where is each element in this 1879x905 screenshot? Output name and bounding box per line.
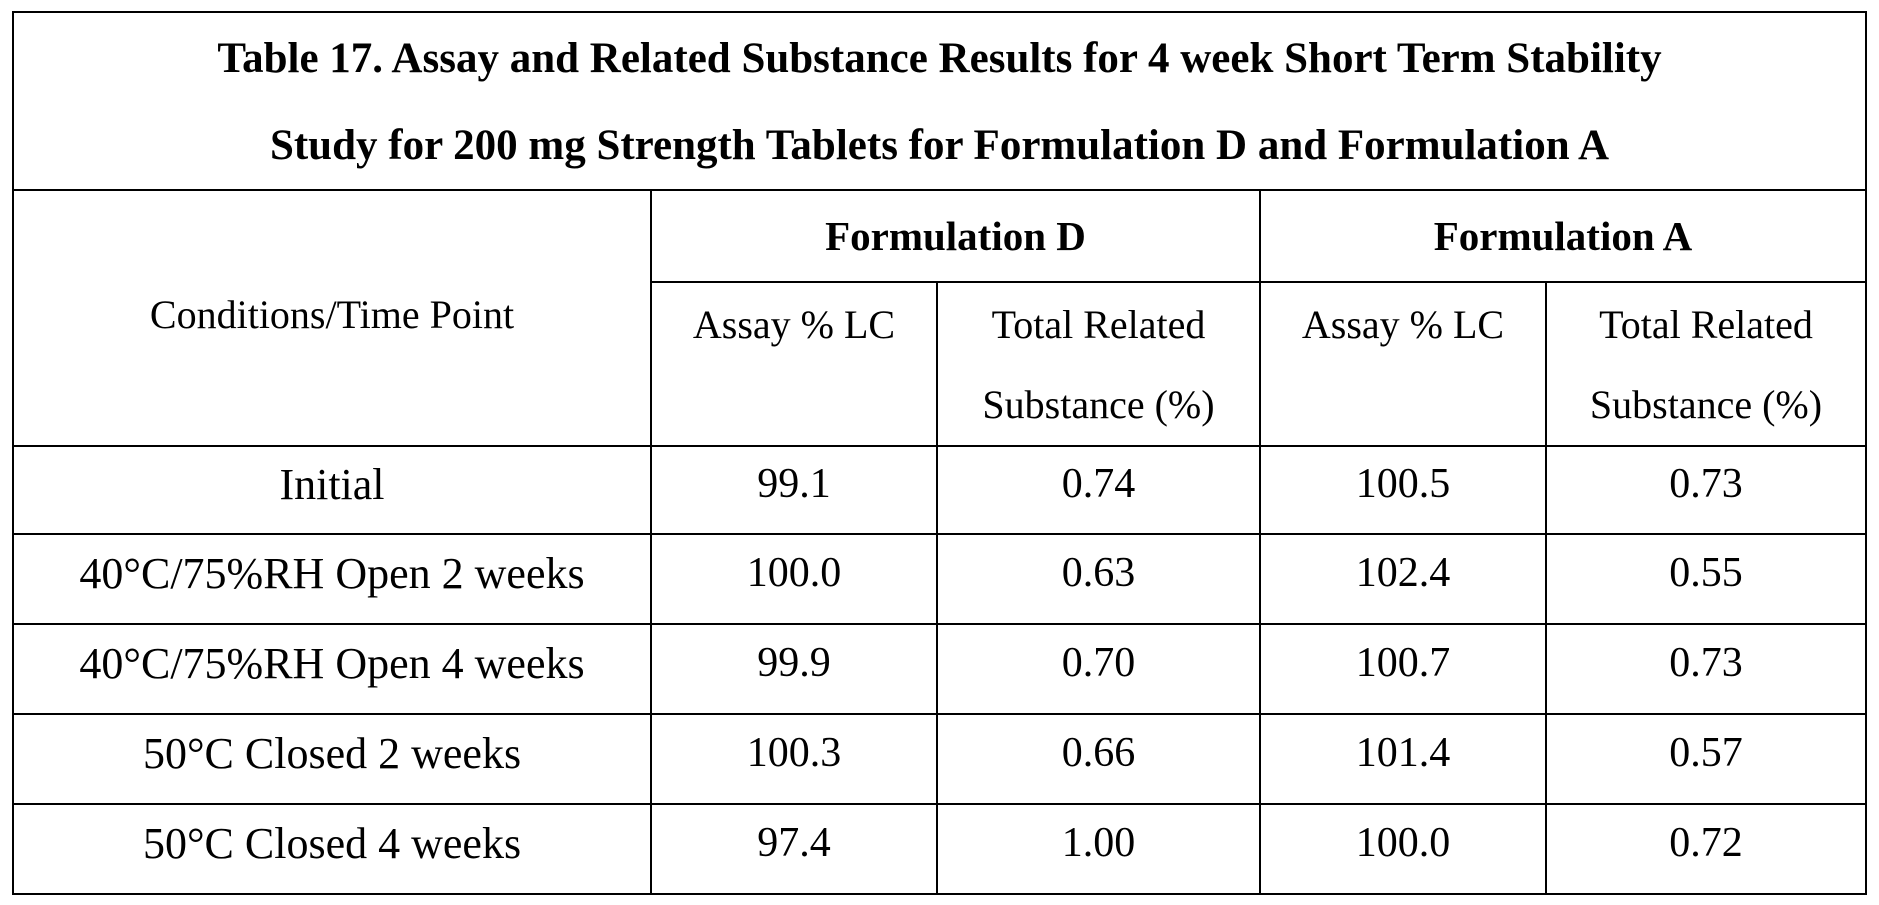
- condition-cell: 50°C Closed 4 weeks: [13, 804, 651, 894]
- d-related-cell: 0.63: [937, 534, 1260, 624]
- formulation-d-header: Formulation D: [651, 190, 1260, 282]
- d-related-cell: 0.70: [937, 624, 1260, 714]
- a-related-header: Total Related Substance (%): [1546, 282, 1866, 446]
- condition-cell: 40°C/75%RH Open 4 weeks: [13, 624, 651, 714]
- d-assay-cell: 97.4: [651, 804, 937, 894]
- a-related-cell: 0.55: [1546, 534, 1866, 624]
- a-related-cell: 0.73: [1546, 446, 1866, 534]
- a-assay-header: Assay % LC: [1260, 282, 1546, 446]
- condition-cell: Initial: [13, 446, 651, 534]
- d-assay-header: Assay % LC: [651, 282, 937, 446]
- table-title-line-2: Study for 200 mg Strength Tablets for Fo…: [14, 102, 1865, 189]
- a-assay-cell: 100.5: [1260, 446, 1546, 534]
- d-related-cell: 0.74: [937, 446, 1260, 534]
- a-assay-cell: 102.4: [1260, 534, 1546, 624]
- a-related-cell: 0.72: [1546, 804, 1866, 894]
- d-assay-cell: 99.1: [651, 446, 937, 534]
- stability-results-table: Table 17. Assay and Related Substance Re…: [12, 11, 1867, 895]
- a-related-cell: 0.73: [1546, 624, 1866, 714]
- a-assay-cell: 100.7: [1260, 624, 1546, 714]
- a-related-cell: 0.57: [1546, 714, 1866, 804]
- table-title: Table 17. Assay and Related Substance Re…: [13, 12, 1866, 190]
- table-row: 40°C/75%RH Open 4 weeks 99.9 0.70 100.7 …: [13, 624, 1866, 714]
- d-related-cell: 1.00: [937, 804, 1260, 894]
- a-assay-cell: 100.0: [1260, 804, 1546, 894]
- table-title-row: Table 17. Assay and Related Substance Re…: [13, 12, 1866, 190]
- group-header-row: Conditions/Time Point Formulation D Form…: [13, 190, 1866, 282]
- d-assay-cell: 99.9: [651, 624, 937, 714]
- table-title-line-1: Table 17. Assay and Related Substance Re…: [14, 15, 1865, 102]
- d-related-header: Total Related Substance (%): [937, 282, 1260, 446]
- conditions-column-header: Conditions/Time Point: [13, 190, 651, 446]
- table-row: 50°C Closed 4 weeks 97.4 1.00 100.0 0.72: [13, 804, 1866, 894]
- d-related-cell: 0.66: [937, 714, 1260, 804]
- a-assay-cell: 101.4: [1260, 714, 1546, 804]
- condition-cell: 40°C/75%RH Open 2 weeks: [13, 534, 651, 624]
- table-row: Initial 99.1 0.74 100.5 0.73: [13, 446, 1866, 534]
- condition-cell: 50°C Closed 2 weeks: [13, 714, 651, 804]
- d-assay-cell: 100.3: [651, 714, 937, 804]
- table-row: 40°C/75%RH Open 2 weeks 100.0 0.63 102.4…: [13, 534, 1866, 624]
- d-assay-cell: 100.0: [651, 534, 937, 624]
- formulation-a-header: Formulation A: [1260, 190, 1866, 282]
- table-row: 50°C Closed 2 weeks 100.3 0.66 101.4 0.5…: [13, 714, 1866, 804]
